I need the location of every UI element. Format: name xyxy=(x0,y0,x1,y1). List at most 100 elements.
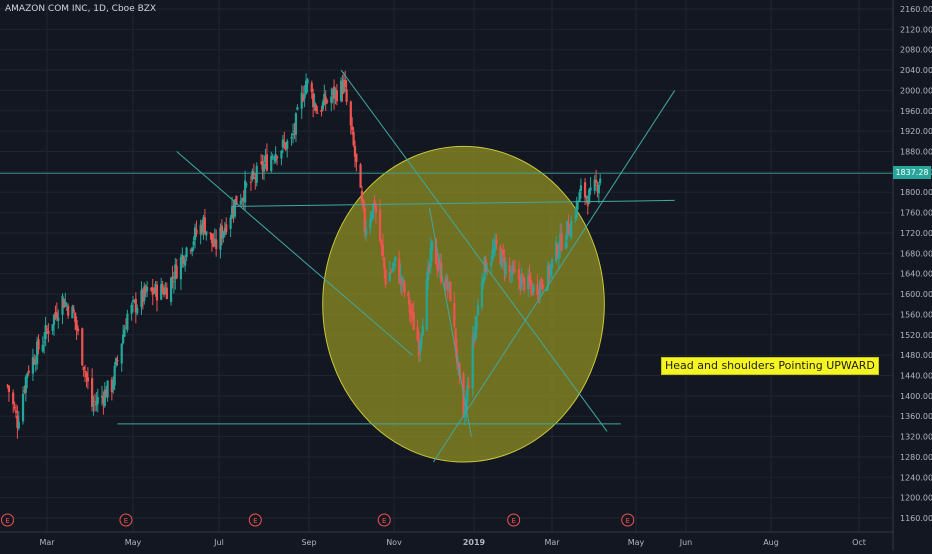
candle xyxy=(409,303,413,326)
symbol-title: AMAZON COM INC, 1D, Cboe BZX xyxy=(5,4,157,14)
candle xyxy=(349,100,352,135)
y-tick-label: 1880.00 xyxy=(900,148,932,157)
candle xyxy=(476,298,480,316)
candle xyxy=(504,257,507,279)
candle-body xyxy=(407,292,410,297)
candle-body xyxy=(52,314,56,325)
y-tick-label: 1480.00 xyxy=(900,351,932,360)
candle xyxy=(446,274,449,299)
y-tick-label: 2000.00 xyxy=(900,86,932,95)
candle-body xyxy=(449,282,452,302)
candle-body xyxy=(476,304,480,316)
candle xyxy=(550,258,554,278)
y-tick-label: 2080.00 xyxy=(900,46,932,55)
candle xyxy=(252,163,255,180)
candle xyxy=(281,134,284,154)
candle-body xyxy=(284,143,287,150)
candle xyxy=(482,276,485,290)
candle xyxy=(179,253,183,290)
candle xyxy=(131,295,135,313)
candle xyxy=(202,214,205,240)
candle xyxy=(472,332,476,347)
annotation-label[interactable]: Head and shoulders Pointing UPWARD xyxy=(661,357,879,375)
candle xyxy=(44,316,47,347)
candle xyxy=(114,357,118,368)
candle xyxy=(116,355,119,366)
candle xyxy=(71,304,74,319)
x-tick-label: Nov xyxy=(386,538,402,547)
candle-body xyxy=(458,362,461,376)
y-tick-label: 1800.00 xyxy=(900,188,932,197)
candle-body xyxy=(326,100,329,103)
candle xyxy=(105,385,108,398)
candle-body xyxy=(286,141,289,149)
candle-body xyxy=(103,389,106,406)
candle xyxy=(342,72,345,94)
candle xyxy=(362,198,365,213)
candle xyxy=(466,376,469,411)
candle xyxy=(545,288,548,292)
candle-body xyxy=(566,220,569,240)
candle-body xyxy=(294,113,298,135)
candle-body xyxy=(210,233,214,244)
y-tick-label: 1560.00 xyxy=(900,310,932,319)
candle xyxy=(230,196,234,220)
y-tick-label: 1920.00 xyxy=(900,127,932,136)
candle xyxy=(388,261,391,282)
candle xyxy=(555,236,558,264)
candle xyxy=(566,220,569,249)
candle xyxy=(513,259,517,274)
candle-body xyxy=(394,256,397,263)
candle xyxy=(232,201,235,223)
candle-body xyxy=(355,153,358,163)
candle-body xyxy=(504,262,507,275)
candle-body xyxy=(171,276,174,279)
candle-body xyxy=(232,209,235,214)
earnings-marker-label: E xyxy=(124,517,128,525)
candle xyxy=(144,284,147,298)
candle-body xyxy=(399,274,402,284)
candle-body xyxy=(220,225,224,239)
candle xyxy=(62,298,66,309)
y-tick-label: 1360.00 xyxy=(900,412,932,421)
candle-body xyxy=(249,181,253,183)
candle xyxy=(154,280,157,297)
candle xyxy=(283,131,286,149)
candle-body xyxy=(420,334,423,344)
candle-body xyxy=(255,165,258,183)
candle-body xyxy=(251,171,254,180)
candle-body xyxy=(189,250,192,252)
candle-body xyxy=(570,221,573,238)
candle xyxy=(517,260,521,290)
candle-body xyxy=(175,265,178,279)
candle-body xyxy=(437,266,440,270)
candle-body xyxy=(541,283,544,289)
candle xyxy=(539,279,542,304)
candle-body xyxy=(181,255,184,260)
candle xyxy=(559,222,562,258)
candle xyxy=(394,256,397,269)
candle xyxy=(564,234,567,250)
candle xyxy=(447,282,451,293)
candle-body xyxy=(594,179,598,183)
candle-body xyxy=(540,278,543,287)
candle-body xyxy=(512,269,515,271)
candle-body xyxy=(359,164,362,188)
candle-body xyxy=(471,336,474,389)
candle xyxy=(31,348,35,381)
candle-body xyxy=(283,142,286,144)
candle-body xyxy=(51,324,54,331)
candle-body xyxy=(209,232,212,235)
candle-body xyxy=(310,82,313,93)
candle-body xyxy=(495,239,498,245)
candle xyxy=(412,301,415,331)
candle xyxy=(264,148,267,169)
candle xyxy=(391,262,394,273)
candle xyxy=(134,292,137,324)
candle-body xyxy=(362,199,365,209)
candle-body xyxy=(313,102,316,107)
candle-body xyxy=(521,273,525,276)
candle-body xyxy=(412,312,415,331)
